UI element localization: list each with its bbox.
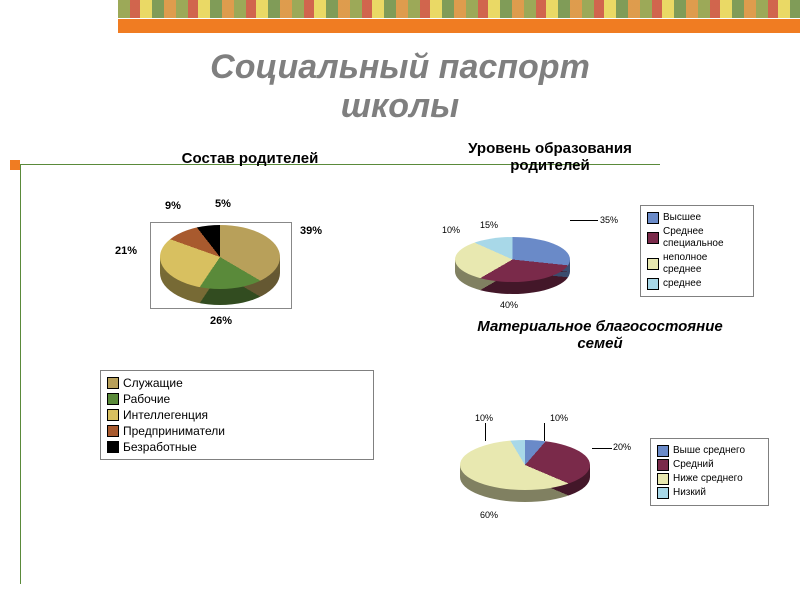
legend-label: Рабочие (123, 392, 170, 406)
legend-swatch (657, 459, 669, 471)
banner-accent-stripe (118, 18, 800, 33)
legend-label: Безработные (123, 440, 197, 454)
legend-item: Низкий (657, 487, 762, 499)
legend-swatch (647, 212, 659, 224)
chart1-label-0: 39% (300, 225, 322, 237)
legend-swatch (647, 232, 659, 244)
chart2-label-1: 40% (500, 300, 518, 310)
legend-swatch (107, 409, 119, 421)
legend-item: Средний (657, 459, 762, 471)
legend-swatch (657, 487, 669, 499)
chart2-pie (455, 237, 570, 282)
chart3-label-2: 60% (480, 510, 498, 520)
legend-label: неполное среднее (663, 252, 747, 276)
title-line-2: школы (341, 87, 459, 125)
legend-item: Интеллегенция (107, 408, 232, 422)
chart1-label-2: 21% (115, 245, 137, 257)
legend-swatch (657, 445, 669, 457)
legend-label: Предприниматели (123, 424, 225, 438)
legend-item: Высшее (647, 212, 747, 224)
banner-photo-strip (118, 0, 800, 18)
legend-label: Выше среднего (673, 445, 745, 457)
title-line-1: Социальный паспорт (210, 48, 590, 86)
chart2-label-0: 35% (600, 215, 618, 225)
chart3-leader-0 (544, 423, 545, 441)
legend-label: Низкий (673, 487, 706, 499)
legend-item: Среднее специальное (647, 226, 747, 250)
legend-label: Служащие (123, 376, 183, 390)
legend-swatch (107, 377, 119, 389)
chart3-title: Материальное благосостояние семей (460, 318, 740, 352)
legend-label: Интеллегенция (123, 408, 208, 422)
legend-swatch (107, 393, 119, 405)
legend-swatch (647, 258, 659, 270)
legend-item: Служащие (107, 376, 232, 390)
legend-item: среднее (647, 278, 747, 290)
chart2-title: Уровень образования родителей (430, 140, 670, 174)
legend-label: среднее (663, 278, 701, 290)
vertical-rule (20, 164, 21, 584)
chart3-legend: Выше среднего Средний Ниже среднего Низкий (650, 438, 769, 506)
legend-swatch (647, 278, 659, 290)
chart3-label-3: 10% (475, 413, 493, 423)
legend-swatch (107, 441, 119, 453)
chart3-label-0: 10% (550, 413, 568, 423)
page-title: Социальный паспорт школы (0, 48, 800, 126)
header-banner (118, 0, 800, 32)
legend-swatch (107, 425, 119, 437)
legend-item: неполное среднее (647, 252, 747, 276)
chart3-leader-1 (592, 448, 612, 449)
chart2-label-2: 15% (480, 220, 498, 230)
accent-bullet (10, 160, 20, 170)
chart1-legend: Служащие Рабочие Интеллегенция Предпринимат… (100, 370, 374, 460)
legend-label: Средний (673, 459, 714, 471)
chart3-pie (460, 440, 590, 490)
chart1-pie (160, 225, 280, 289)
legend-item: Ниже среднего (657, 473, 762, 485)
chart1-title: Состав родителей (120, 150, 380, 167)
legend-item: Безработные (107, 440, 232, 454)
legend-item: Предприниматели (107, 424, 232, 438)
legend-item: Выше среднего (657, 445, 762, 457)
chart2-leader-0 (570, 220, 598, 221)
legend-label: Высшее (663, 212, 701, 224)
legend-item: Рабочие (107, 392, 232, 406)
legend-label: Среднее специальное (663, 226, 747, 250)
chart3-label-1: 20% (613, 442, 631, 452)
chart1-label-1: 26% (210, 315, 232, 327)
chart3-leader-3 (485, 423, 486, 441)
chart1-label-3: 9% (165, 200, 181, 212)
legend-label: Ниже среднего (673, 473, 743, 485)
chart1-label-4: 5% (215, 198, 231, 210)
chart2-legend: Высшее Среднее специальноенеполное средне… (640, 205, 754, 297)
legend-swatch (657, 473, 669, 485)
chart2-label-3: 10% (442, 225, 460, 235)
